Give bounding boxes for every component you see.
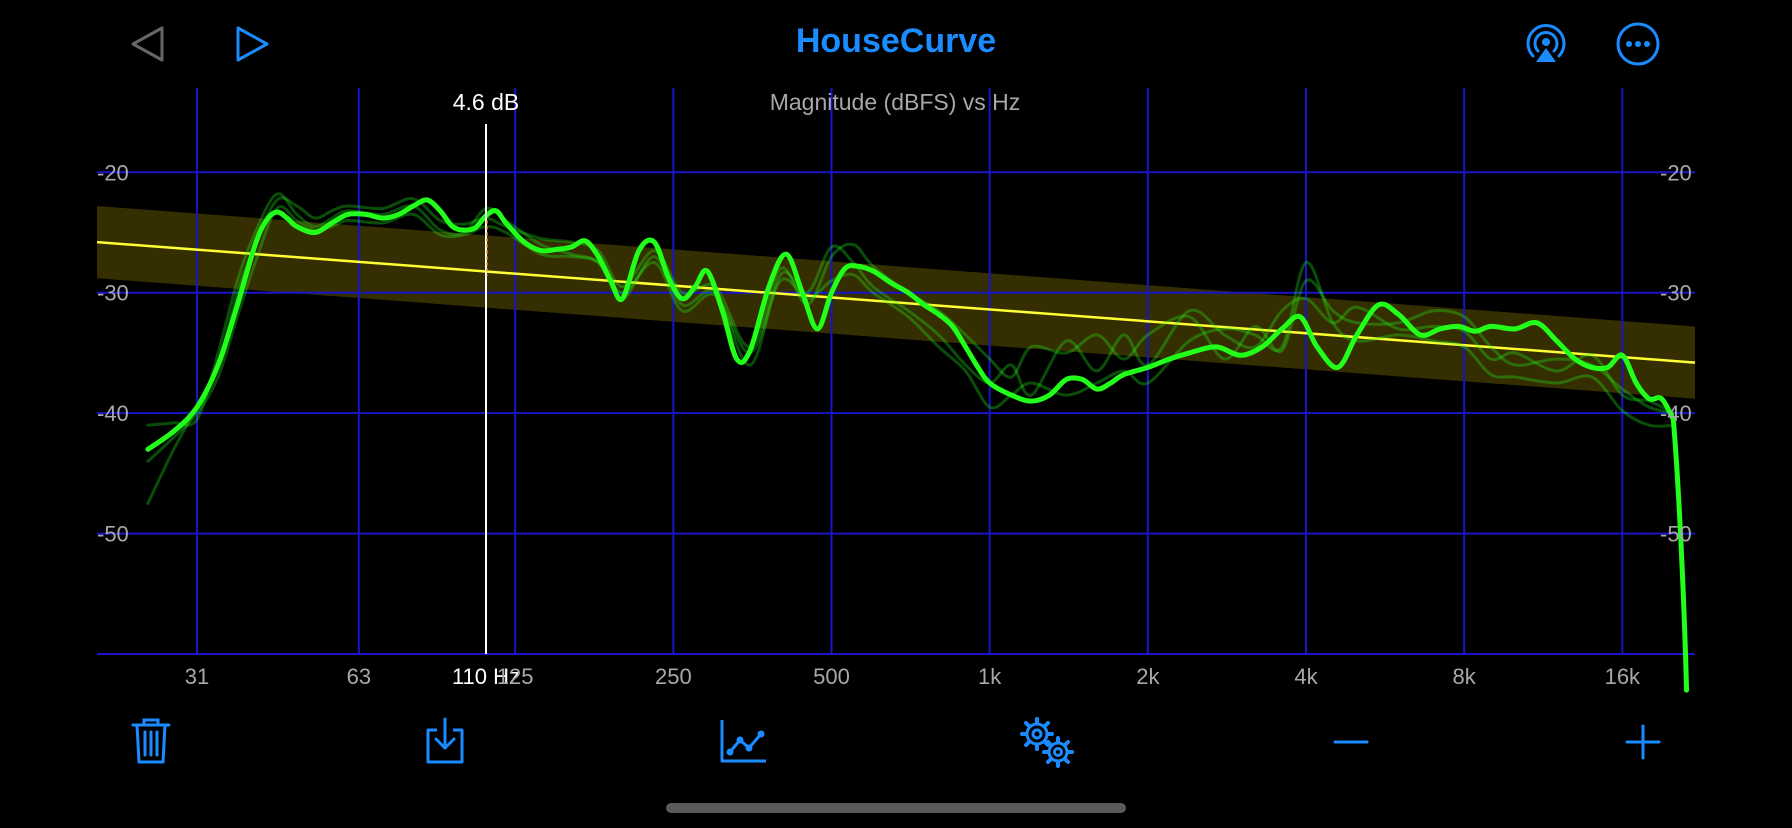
- x-tick-label: 1k: [978, 664, 1002, 689]
- x-tick-label: 500: [813, 664, 850, 689]
- y-tick-label-right: -20: [1660, 160, 1692, 185]
- gears-icon: [1020, 717, 1074, 768]
- chart-title: Magnitude (dBFS) vs Hz: [770, 89, 1021, 115]
- cursor-freq-label-bg: [445, 660, 526, 692]
- play-icon: [236, 26, 269, 62]
- y-tick-label-left: -20: [97, 160, 129, 185]
- measurement-curve: [146, 205, 1675, 463]
- y-tick-label-left: -50: [97, 522, 129, 547]
- cursor-freq-label: 110 Hz: [452, 664, 520, 689]
- target-curve-line: [96, 240, 1696, 364]
- cursor-db-label: 4.6 dB: [453, 89, 520, 115]
- y-tick-label-left: -30: [97, 281, 129, 306]
- bottom-toolbar: [0, 700, 1792, 790]
- chart-options-button[interactable]: [716, 714, 770, 768]
- y-tick-label-right: -50: [1660, 522, 1692, 547]
- export-button[interactable]: [420, 714, 470, 768]
- zoom-in-button[interactable]: [1618, 720, 1668, 764]
- ellipsis-circle-icon: [1616, 22, 1660, 66]
- plus-icon: [1625, 724, 1661, 760]
- airplay-icon: [1526, 24, 1566, 62]
- measurement-curve: [146, 196, 1675, 505]
- x-tick-label: 2k: [1136, 664, 1160, 689]
- minus-icon: [1333, 740, 1369, 744]
- zoom-out-button[interactable]: [1326, 720, 1376, 764]
- magnitude-chart[interactable]: 4.6 dB 110 Hz 31 63 125 250 500 1k 2k 4k 8k 16k -20…: [0, 0, 1792, 700]
- airplay-button[interactable]: [1522, 20, 1570, 68]
- download-icon: [426, 717, 464, 764]
- app-title: HouseCurve: [795, 22, 997, 60]
- average-response-curve: [145, 197, 1690, 693]
- x-tick-label: 4k: [1294, 664, 1318, 689]
- trash-icon: [131, 718, 171, 764]
- x-tick-label: 250: [655, 664, 692, 689]
- y-tick-label-left: -40: [97, 401, 129, 426]
- x-tick-label: 8k: [1453, 664, 1477, 689]
- delete-button[interactable]: [126, 714, 176, 768]
- more-button[interactable]: [1614, 20, 1662, 68]
- x-tick-label: 31: [185, 664, 209, 689]
- y-tick-label-right: -30: [1660, 281, 1692, 306]
- x-tick-label: 63: [347, 664, 371, 689]
- measurement-curve: [146, 192, 1675, 427]
- x-tick-label: 16k: [1605, 664, 1641, 689]
- chart-line-icon: [720, 720, 766, 763]
- home-indicator[interactable]: [666, 803, 1126, 813]
- x-tick-label: 125: [497, 664, 534, 689]
- back-button[interactable]: [126, 22, 170, 66]
- y-tick-label-right: -40: [1660, 401, 1692, 426]
- top-toolbar: HouseCurve: [0, 0, 1792, 88]
- triangle-left-icon: [131, 26, 164, 62]
- settings-button[interactable]: [1016, 714, 1078, 770]
- play-button[interactable]: [230, 22, 274, 66]
